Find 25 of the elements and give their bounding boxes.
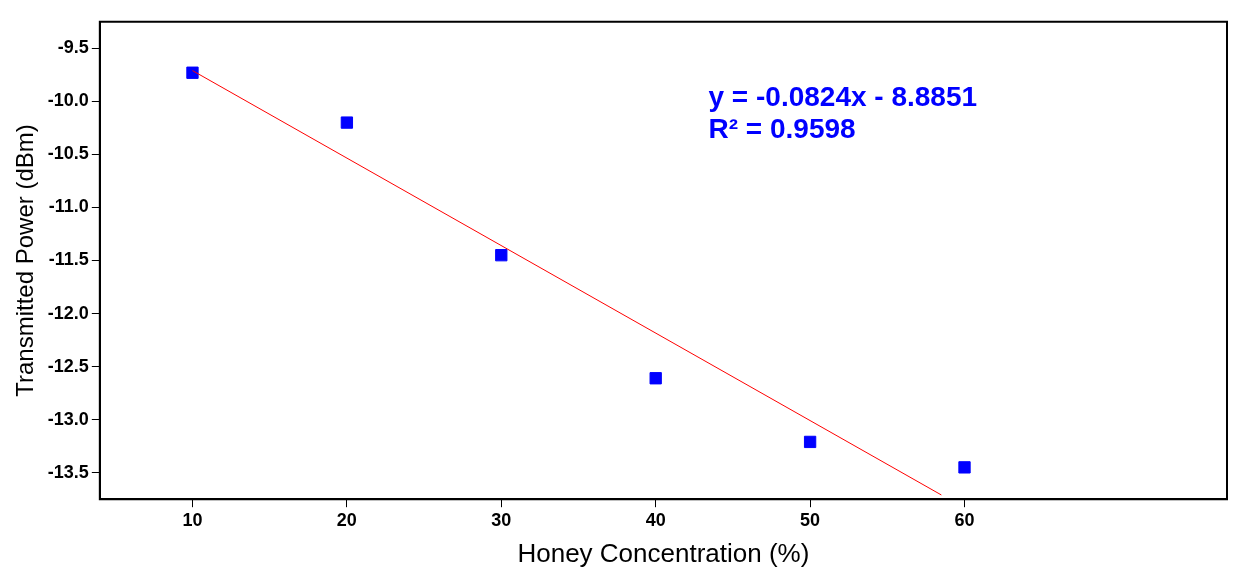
x-axis-title: Honey Concentration (%): [517, 537, 810, 568]
y-axis-title: Transmitted Power (dBm): [11, 124, 39, 397]
y-tick-label: -10.5: [47, 143, 89, 164]
x-tick-label: 40: [645, 509, 666, 530]
point: [495, 249, 508, 262]
annotation: R² = 0.9598: [708, 112, 856, 144]
x-tick-label: 60: [954, 509, 975, 530]
y-tick-label: -10.0: [47, 90, 89, 111]
y-tick-label: -12.0: [47, 302, 89, 323]
annotation: y = -0.0824x - 8.8851: [708, 80, 978, 112]
x-tick-label: 30: [491, 509, 512, 530]
x-tick-label: 20: [336, 509, 357, 530]
x-tick-label: 50: [800, 509, 821, 530]
y-tick-label: -13.5: [47, 461, 89, 482]
y-tick-label: -12.5: [47, 355, 89, 376]
point: [649, 372, 662, 385]
y-tick-label: -9.5: [57, 37, 89, 58]
y-tick-label: -11.0: [48, 196, 89, 217]
point: [186, 66, 199, 79]
y-tick-label: -13.0: [47, 408, 89, 429]
x-tick-label: 10: [182, 509, 203, 530]
point: [340, 116, 354, 129]
point: [803, 435, 817, 449]
point: [958, 461, 971, 474]
y-tick-label: -11.5: [48, 249, 89, 270]
